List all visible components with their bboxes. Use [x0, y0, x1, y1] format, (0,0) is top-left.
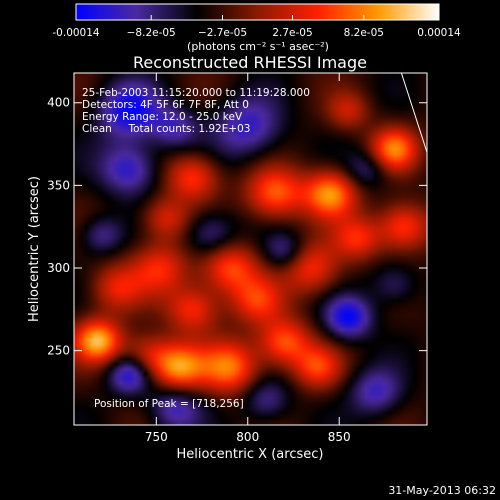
x-axis-label: Heliocentric X (arcsec) — [177, 447, 324, 462]
colorbar-unit-label: (photons cm⁻² s⁻¹ asec⁻²) — [187, 40, 329, 53]
colorbar-ticks: -0.00014 −8.2e-05 −2.7e-05 2.7e-05 8.2e-05 0.… — [52, 15, 461, 39]
y-axis-label: Heliocentric Y (arcsec) — [27, 176, 42, 322]
x-axis-ticks: 750 800 850 — [145, 73, 351, 444]
x-tick-label: 850 — [328, 430, 351, 444]
chart-title: Reconstructed RHESSI Image — [133, 53, 367, 72]
annotation-energy-range: Energy Range: 12.0 - 25.0 keV — [82, 111, 243, 123]
y-tick-label: 400 — [47, 96, 70, 110]
y-tick-label: 350 — [47, 178, 70, 192]
peak-position-label: Position of Peak = [718,256] — [94, 398, 244, 410]
x-tick-label: 800 — [236, 430, 259, 444]
colorbar-tick-label: −8.2e-05 — [127, 27, 176, 39]
colorbar-tick-label: −2.7e-05 — [198, 27, 247, 39]
colorbar-tick-label: 8.2e-05 — [344, 27, 384, 39]
colorbar-tick-label: 2.7e-05 — [272, 27, 312, 39]
annotation-detectors: Detectors: 4F 5F 6F 7F 8F, Att 0 — [82, 99, 249, 111]
x-tick-label: 750 — [145, 430, 168, 444]
y-tick-label: 250 — [47, 344, 70, 358]
y-axis-ticks: 250 300 350 400 — [47, 96, 427, 358]
y-tick-label: 300 — [47, 261, 70, 275]
colorbar-tick-label: -0.00014 — [52, 27, 100, 39]
plot-frame — [73, 72, 428, 426]
colorbar-tick-label: 0.00014 — [417, 27, 461, 39]
annotation-total-counts: Clean Total counts: 1.92E+03 — [82, 123, 251, 135]
colorbar — [75, 3, 440, 21]
annotation-time-range: 25-Feb-2003 11:15:20.000 to 11:19:28.000 — [82, 87, 310, 99]
limb-line — [400, 73, 427, 153]
footer-timestamp: 31-May-2013 06:32 — [388, 484, 496, 497]
heatmap-image — [74, 73, 427, 425]
